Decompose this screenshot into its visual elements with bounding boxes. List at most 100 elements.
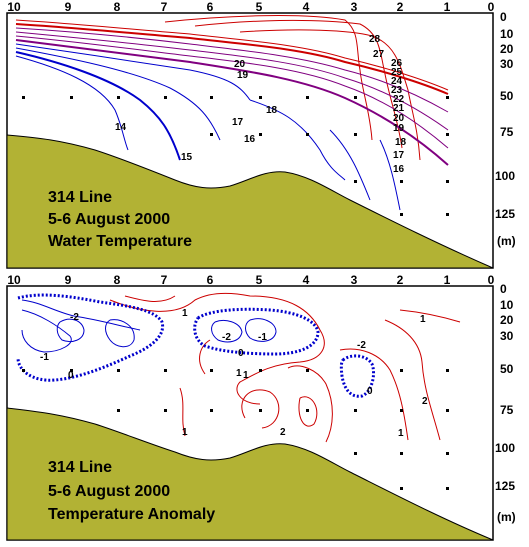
contour-line	[105, 319, 135, 348]
depth-label: 10	[500, 27, 514, 41]
contour-line	[164, 15, 373, 141]
contour-label: 27	[373, 49, 385, 60]
depth-label: 100	[495, 441, 515, 455]
zero-contour	[193, 307, 320, 356]
contour-label: 1	[236, 368, 242, 379]
station-label: 4	[303, 273, 310, 287]
contour-line	[21, 309, 72, 353]
station-label: 2	[397, 273, 404, 287]
contour-label: 24	[391, 76, 403, 87]
contour-line	[379, 139, 401, 211]
positive-anomaly-contours	[109, 292, 461, 443]
contour-label: 15	[181, 152, 193, 163]
contour-line	[287, 365, 333, 443]
contour-label: -1	[40, 352, 49, 363]
depth-label: 75	[500, 125, 514, 139]
contour-label: 20	[393, 113, 405, 124]
contour-line	[245, 318, 277, 342]
caption-line: Water Temperature	[48, 233, 192, 250]
depth-label: 10	[500, 298, 514, 312]
contour-line	[15, 31, 449, 131]
contour-label: 1	[182, 308, 188, 319]
contour-label: -2	[222, 332, 231, 343]
zero-anomaly-contours	[16, 293, 376, 398]
seafloor-terrain	[6, 407, 494, 541]
depth-label: 50	[500, 89, 514, 103]
contour-line	[399, 309, 461, 323]
contour-line	[199, 339, 211, 375]
contour-line	[194, 19, 403, 149]
contour-label: 2	[280, 427, 286, 438]
caption-line: 314 Line	[48, 459, 112, 476]
station-label: 2	[397, 0, 404, 14]
mid-contours	[15, 27, 449, 166]
contour-line	[249, 99, 346, 181]
contour-line	[15, 51, 181, 161]
contour-line	[15, 43, 251, 101]
station-label: 3	[351, 273, 358, 287]
warm-contours	[15, 15, 449, 161]
contour-label: 22	[393, 94, 405, 105]
contour-line	[298, 396, 318, 427]
contour-line	[124, 295, 176, 302]
zero-contour	[16, 293, 165, 382]
depth-label: 75	[500, 403, 514, 417]
contour-line	[339, 348, 409, 441]
contour-label: 0	[367, 386, 373, 397]
contour-line	[329, 129, 371, 201]
depth-label: 30	[500, 57, 514, 71]
contour-line	[179, 387, 186, 437]
bottom-station-axis: 10 9 8 7 6 5 4 3 2 1 0	[7, 273, 494, 287]
contour-label: 20	[234, 59, 246, 70]
contour-label: 23	[391, 85, 403, 96]
station-label: 1	[444, 273, 451, 287]
station-label: 9	[65, 0, 72, 14]
contour-label: 26	[391, 58, 403, 69]
caption-line: Temperature Anomaly	[48, 506, 215, 523]
anomaly-caption: 314 Line 5-6 August 2000 Temperature Ano…	[48, 459, 215, 523]
contour-line	[109, 292, 325, 405]
station-label: 8	[114, 273, 121, 287]
depth-unit-label: (m)	[497, 510, 516, 524]
sample-points	[22, 96, 449, 216]
depth-label: 0	[500, 282, 507, 296]
cool-contours	[15, 43, 401, 211]
station-label: 9	[65, 273, 72, 287]
contour-label: -2	[70, 312, 79, 323]
contour-line	[241, 389, 280, 429]
contour-line	[15, 19, 449, 91]
anomaly-panel: 10 9 8 7 6 5 4 3 2 1 0 0 10 20 30 50 75 …	[6, 273, 516, 541]
contour-label: -1	[258, 332, 267, 343]
contour-label: 0	[238, 348, 244, 359]
depth-label: 20	[500, 313, 514, 327]
station-label: 1	[444, 0, 451, 14]
negative-anomaly-contours	[21, 299, 277, 353]
contour-label: 14	[115, 122, 127, 133]
depth-label: 30	[500, 329, 514, 343]
contour-line	[15, 23, 449, 95]
contour-label: 25	[391, 67, 403, 78]
contour-label: 1	[182, 427, 188, 438]
depth-label: 20	[500, 42, 514, 56]
bottom-depth-axis: 0 10 20 30 50 75 100 125 (m)	[495, 282, 516, 524]
contour-label: 19	[393, 123, 405, 134]
contour-label: 19	[237, 70, 249, 81]
station-label: 5	[256, 273, 263, 287]
contour-line	[211, 319, 243, 343]
zero-contour	[339, 354, 376, 398]
contour-label: 16	[244, 134, 256, 145]
caption-line: 5-6 August 2000	[48, 211, 170, 228]
station-label: 0	[488, 0, 495, 14]
contour-label: 17	[232, 117, 244, 128]
contour-label: 17	[393, 150, 405, 161]
caption-line: 5-6 August 2000	[48, 483, 170, 500]
station-label: 8	[114, 0, 121, 14]
station-label: 4	[303, 0, 310, 14]
contour-label: 16	[393, 164, 405, 175]
contour-label: 18	[266, 105, 278, 116]
station-label: 7	[161, 0, 168, 14]
contour-line	[21, 299, 141, 331]
contour-label: 0	[68, 370, 74, 381]
depth-label: 125	[495, 207, 515, 221]
